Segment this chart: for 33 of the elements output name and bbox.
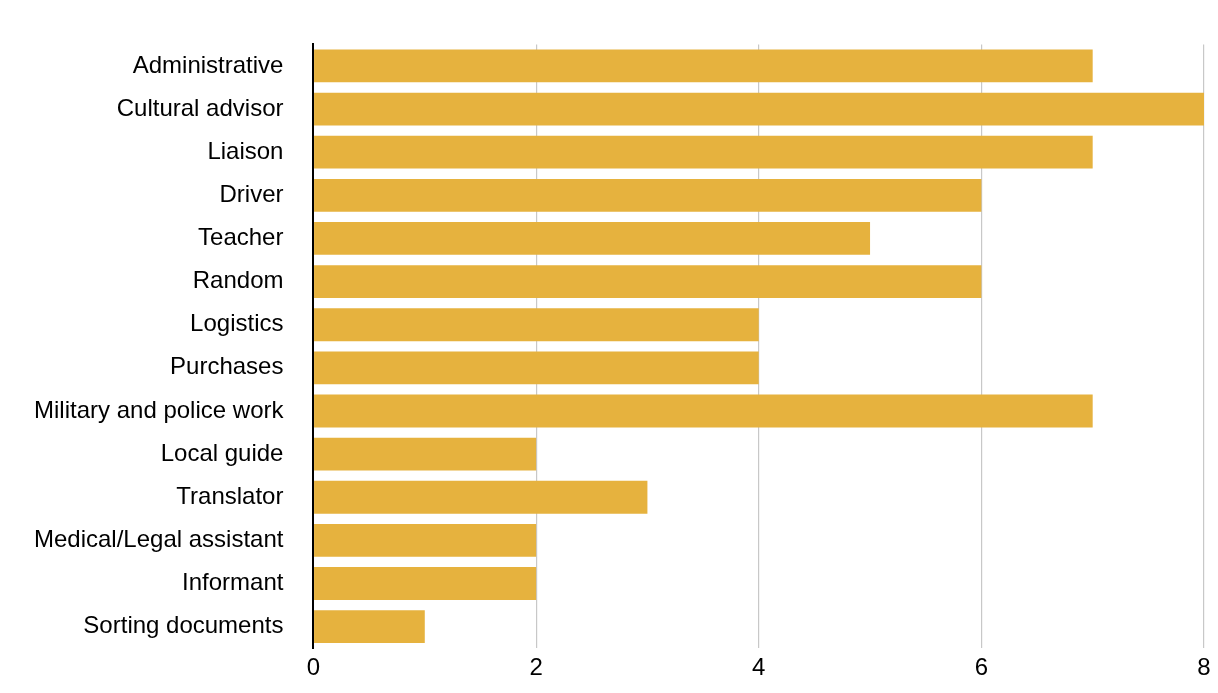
bar: [314, 178, 982, 212]
x-tick-label: 6: [974, 653, 989, 681]
bar: [314, 394, 1093, 428]
bar: [314, 135, 1093, 169]
y-tick-label: Military and police work: [34, 395, 285, 423]
bar: [314, 567, 537, 600]
y-tick-label: Liaison: [207, 136, 284, 164]
bar: [314, 222, 871, 255]
bar: [314, 351, 759, 385]
y-tick-label: Teacher: [198, 223, 284, 251]
x-tick-label: 8: [1197, 653, 1211, 681]
y-tick-label: Random: [192, 266, 284, 294]
y-tick-label: Medical/Legal assistant: [34, 525, 284, 552]
x-tick-label: 4: [752, 653, 766, 681]
bar: [314, 437, 537, 471]
x-tick-label: 0: [306, 653, 321, 681]
bar: [314, 480, 648, 514]
bar: [314, 523, 537, 557]
y-tick-label: Purchases: [170, 352, 284, 380]
bar: [314, 308, 759, 342]
y-tick-label: Informant: [182, 568, 284, 596]
bar: [314, 610, 425, 644]
y-tick-label: Translator: [176, 481, 284, 509]
y-tick-label: Logistics: [190, 309, 284, 337]
y-tick-label: Administrative: [132, 50, 284, 78]
y-tick-label: Driver: [219, 179, 284, 207]
y-tick-label: Local guide: [160, 438, 284, 466]
bar: [314, 265, 982, 298]
x-tick-label: 2: [529, 653, 543, 681]
bar: [314, 49, 1093, 83]
y-tick-label: Cultural advisor: [116, 93, 284, 121]
bar: [314, 92, 1204, 126]
y-tick-label: Sorting documents: [83, 611, 284, 639]
